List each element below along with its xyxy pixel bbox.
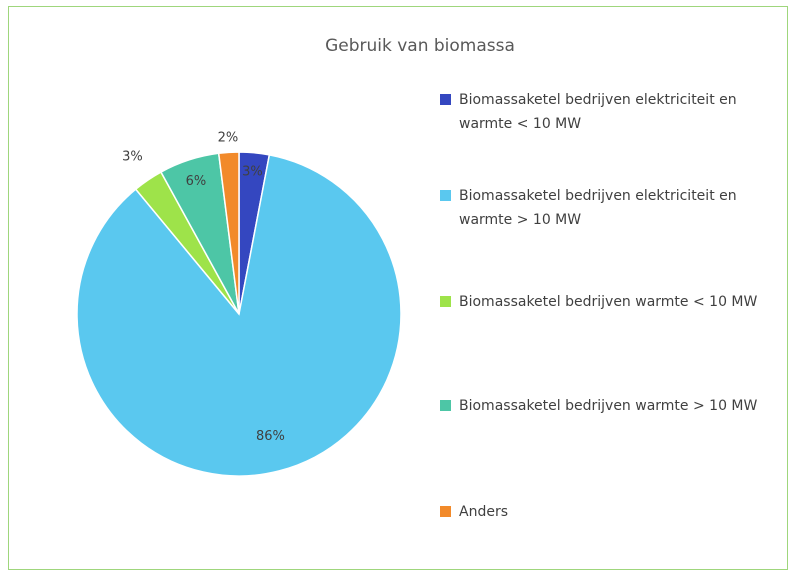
data-label: 2% xyxy=(218,130,239,145)
data-label: 86% xyxy=(256,429,285,444)
legend-swatch xyxy=(440,190,451,201)
legend-entry: Biomassaketel bedrijven elektriciteit en… xyxy=(440,88,760,136)
data-label: 3% xyxy=(242,165,263,180)
chart-frame xyxy=(8,6,788,570)
legend-swatch xyxy=(440,296,451,307)
legend-entry: Biomassaketel bedrijven warmte > 10 MW xyxy=(440,394,760,418)
data-label: 6% xyxy=(186,174,207,189)
legend-label: Biomassaketel bedrijven warmte < 10 MW xyxy=(459,294,758,310)
legend-label: Anders xyxy=(459,504,508,520)
pie-slice xyxy=(76,153,402,477)
legend-swatch xyxy=(440,94,451,105)
legend-swatch xyxy=(440,400,451,411)
legend-entry: Biomassaketel bedrijven warmte < 10 MW xyxy=(440,290,760,314)
legend-entry: Biomassaketel bedrijven elektriciteit en… xyxy=(440,184,760,232)
legend-label: Biomassaketel bedrijven elektriciteit en… xyxy=(459,188,737,228)
data-label: 3% xyxy=(122,150,143,165)
legend-entry: Anders xyxy=(440,500,760,524)
legend-label: Biomassaketel bedrijven elektriciteit en… xyxy=(459,92,737,132)
pie-slice xyxy=(217,151,240,315)
legend-swatch xyxy=(440,506,451,517)
legend-label: Biomassaketel bedrijven warmte > 10 MW xyxy=(459,398,758,414)
chart-title: Gebruik van biomassa xyxy=(325,36,515,56)
